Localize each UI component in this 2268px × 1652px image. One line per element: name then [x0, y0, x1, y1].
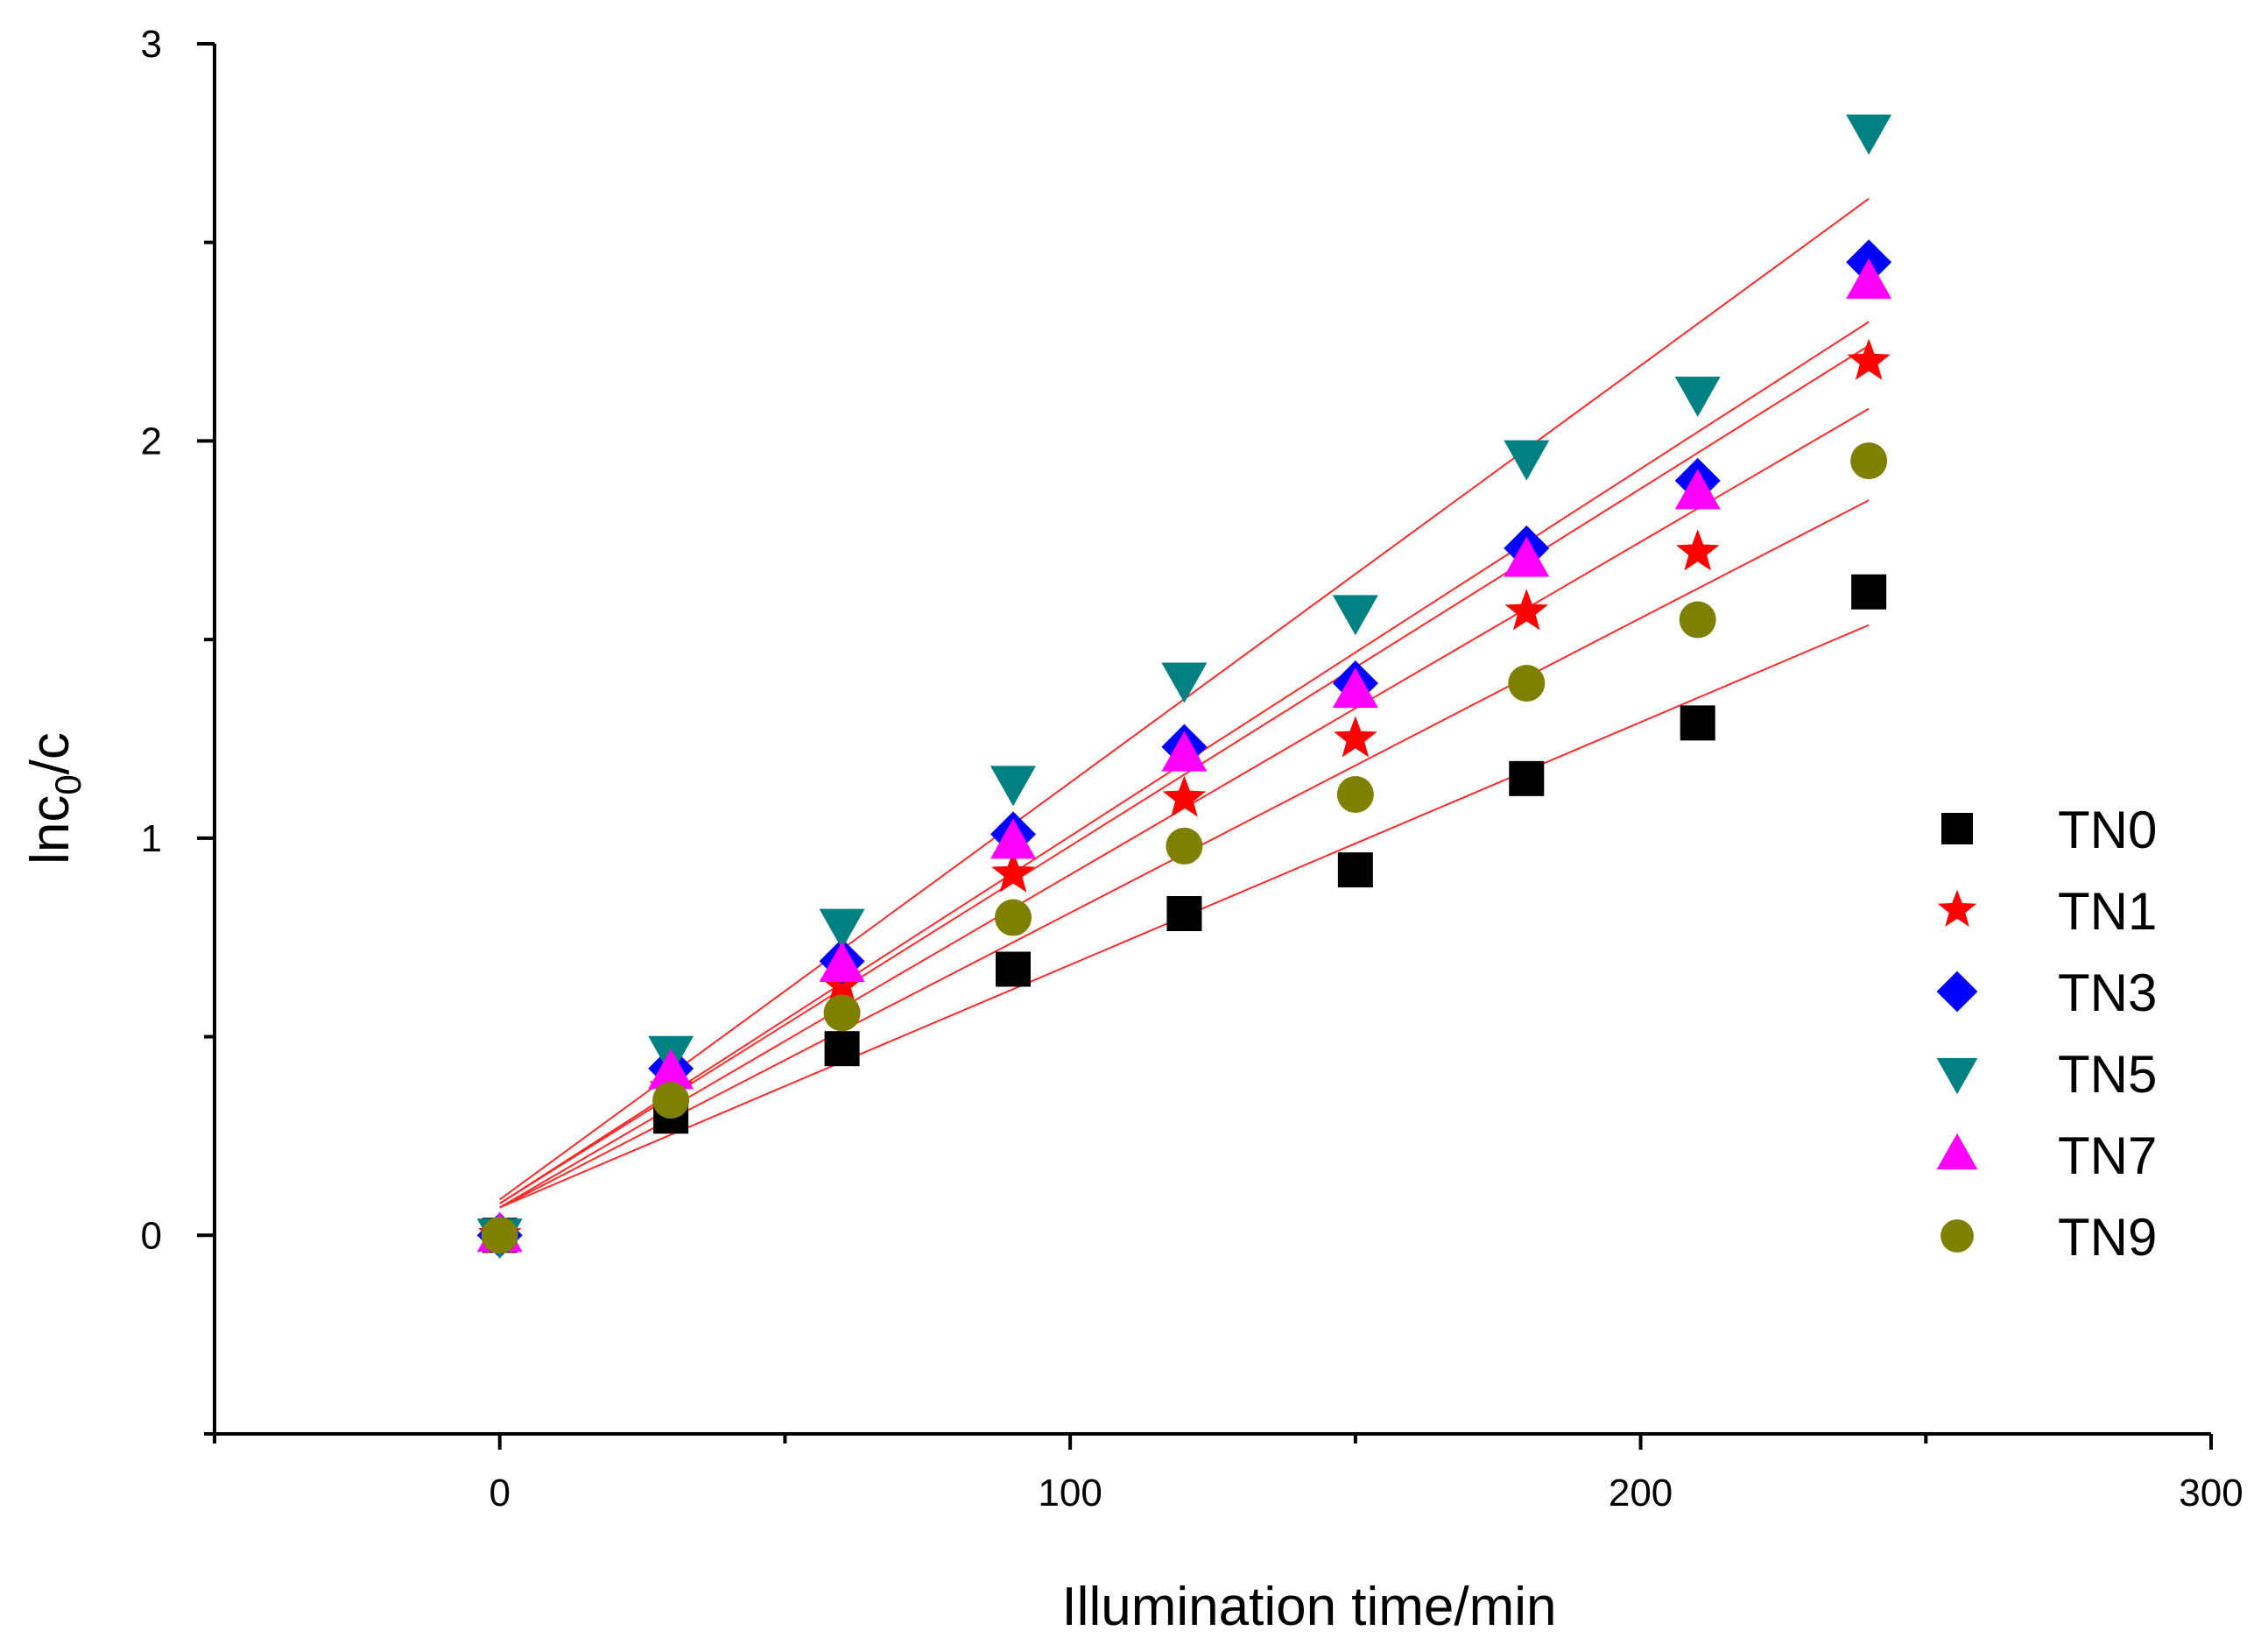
y-axis-title: lnc0/c [20, 732, 88, 865]
legend-marker-tn9 [1940, 1219, 1974, 1253]
point-tn7 [1161, 731, 1208, 772]
point-tn9 [1508, 665, 1546, 702]
point-tn0 [1509, 760, 1545, 796]
legend-label-tn1: TN1 [2058, 882, 2157, 941]
point-tn7 [1332, 667, 1378, 709]
point-tn5 [1504, 440, 1550, 481]
point-tn1 [1675, 529, 1720, 571]
legend-marker-tn5 [1936, 1057, 1978, 1095]
x-tick-label: 100 [1038, 1472, 1102, 1514]
point-tn9 [823, 994, 861, 1032]
legend-label-tn7: TN7 [2058, 1126, 2157, 1185]
legend-marker-tn1 [1937, 889, 1977, 927]
point-tn9 [995, 899, 1032, 936]
y-tick-label: 1 [141, 817, 162, 860]
point-tn5 [1674, 377, 1721, 418]
x-axis-title: Illumination time/min [1061, 1577, 1556, 1637]
point-tn1 [1504, 589, 1549, 631]
legend-marker-tn7 [1936, 1133, 1978, 1170]
x-tick-label: 300 [2179, 1472, 2243, 1514]
legend-label-tn0: TN0 [2058, 801, 2157, 859]
point-tn5 [1846, 114, 1892, 155]
point-tn5 [1332, 595, 1378, 636]
point-tn0 [1680, 705, 1715, 741]
point-tn7 [1504, 536, 1550, 577]
point-tn0 [1166, 896, 1202, 932]
point-tn0 [996, 951, 1031, 987]
legend: TN0 TN1 TN3 TN5 TN7 TN9 [1936, 801, 2157, 1267]
y-axis-title-main: lnc [20, 795, 81, 865]
point-tn7 [990, 818, 1036, 859]
point-tn7 [1846, 258, 1892, 300]
y-tick-label: 0 [141, 1214, 162, 1257]
x-tick-label: 0 [489, 1472, 510, 1514]
point-tn9 [1850, 442, 1888, 480]
point-tn1 [991, 851, 1035, 893]
legend-marker-tn0 [1941, 813, 1973, 844]
y-axis-title-subscript: 0 [47, 774, 88, 794]
point-tn5 [990, 766, 1036, 807]
point-tn5 [1161, 662, 1208, 703]
point-tn0 [824, 1031, 860, 1067]
fit-line-tn1 [499, 407, 1870, 1209]
point-tn9 [481, 1217, 518, 1254]
ticks: 0 100 200 300 0 1 2 3 [141, 23, 2243, 1514]
point-tn9 [1336, 775, 1374, 813]
fit-line-tn7 [499, 344, 1870, 1204]
y-tick-label: 3 [141, 23, 162, 66]
data-points [476, 114, 1892, 1260]
x-tick-label: 200 [1609, 1472, 1673, 1514]
point-tn9 [1166, 827, 1203, 865]
point-tn7 [819, 941, 865, 982]
point-tn5 [819, 908, 865, 950]
point-tn9 [652, 1082, 690, 1119]
legend-label-tn3: TN3 [2058, 964, 2157, 1022]
legend-marker-tn3 [1936, 971, 1978, 1013]
point-tn1 [1847, 338, 1891, 380]
legend-label-tn9: TN9 [2058, 1208, 2157, 1267]
point-tn9 [1679, 601, 1716, 639]
fit-lines [499, 198, 1870, 1209]
point-tn7 [1674, 469, 1721, 510]
point-tn1 [1162, 775, 1207, 817]
y-tick-label: 2 [141, 420, 162, 462]
point-tn1 [1334, 716, 1377, 758]
legend-label-tn5: TN5 [2058, 1045, 2157, 1104]
point-tn0 [1851, 574, 1887, 610]
point-tn7 [648, 1048, 694, 1090]
axes [213, 44, 2211, 1436]
y-axis-title-tail: /c [20, 732, 81, 774]
point-tn0 [1337, 852, 1373, 888]
